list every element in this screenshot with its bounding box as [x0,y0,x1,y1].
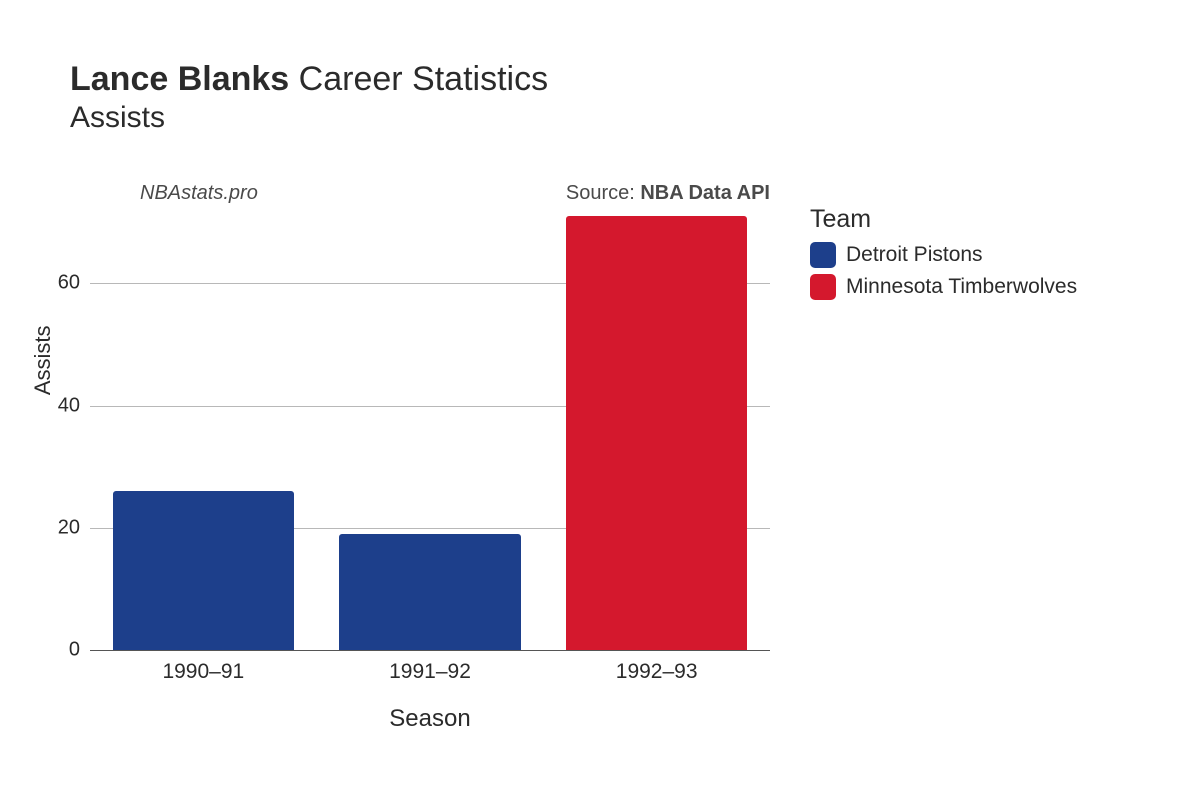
chart-title: Lance Blanks Career Statistics [70,60,548,99]
source-credit: Source: NBA Data API [566,182,770,205]
y-tick-label: 40 [30,394,80,417]
title-block: Lance Blanks Career Statistics Assists [70,60,548,135]
chart-subtitle: Assists [70,101,548,135]
legend-title: Team [810,205,1077,234]
bar [566,216,747,650]
legend: Team Detroit Pistons Minnesota Timberwolv… [810,205,1077,306]
x-tick-label: 1990–91 [162,660,244,684]
x-tick-label: 1992–93 [616,660,698,684]
legend-item: Minnesota Timberwolves [810,274,1077,300]
y-tick-label: 0 [30,639,80,662]
y-axis-label: Assists [30,325,56,395]
title-bold: Lance Blanks [70,60,289,98]
site-credit: NBAstats.pro [140,182,258,205]
chart-container: Lance Blanks Career Statistics Assists N… [0,0,1200,800]
legend-item: Detroit Pistons [810,242,1077,268]
x-tick-label: 1991–92 [389,660,471,684]
bar [339,534,520,650]
source-prefix: Source: [566,182,640,204]
plot-area: 02040601990–911991–921992–93 [90,210,770,650]
y-tick-label: 20 [30,516,80,539]
y-tick-label: 60 [30,272,80,295]
x-axis-label: Season [90,705,770,733]
baseline [90,650,770,651]
legend-swatch [810,242,836,268]
title-rest: Career Statistics [289,60,548,98]
legend-label: Detroit Pistons [846,243,983,267]
bar [113,491,294,650]
legend-label: Minnesota Timberwolves [846,275,1077,299]
legend-swatch [810,274,836,300]
source-name: NBA Data API [640,182,770,204]
